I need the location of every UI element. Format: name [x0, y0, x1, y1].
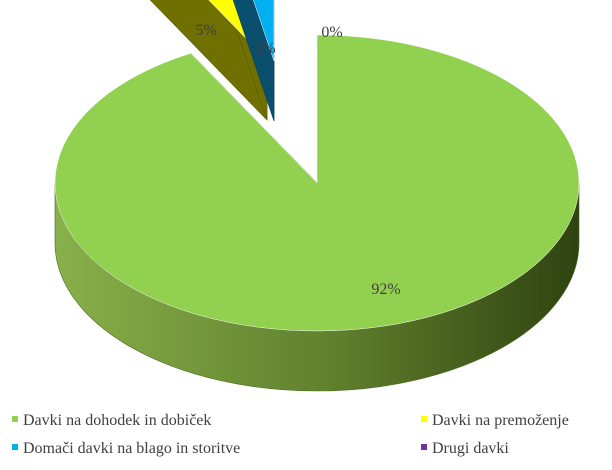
data-label-3: 0% — [321, 24, 342, 41]
legend-label-1: Davki na premoženje — [432, 412, 569, 429]
legend-swatch-2 — [12, 444, 18, 450]
pie-slice-2 — [232, 0, 275, 122]
data-label-1: 5% — [195, 22, 216, 39]
data-label-0: 92% — [371, 281, 400, 298]
legend-swatch-3 — [421, 444, 427, 450]
legend-item-1: Davki na premoženje — [421, 412, 569, 430]
pie-slice-0 — [54, 34, 580, 392]
legend-label-0: Davki na dohodek in dobiček — [23, 412, 212, 429]
pie-slices — [54, 0, 580, 392]
legend-item-3: Drugi davki — [421, 440, 509, 458]
pie-slice-top-2 — [253, 0, 275, 62]
legend-swatch-0 — [12, 416, 18, 422]
legend-label-2: Domači davki na blago in storitve — [23, 440, 241, 457]
legend-label-3: Drugi davki — [432, 440, 509, 457]
legend-item-2: Domači davki na blago in storitve — [12, 440, 240, 458]
legend-item-0: Davki na dohodek in dobiček — [12, 412, 211, 430]
legend: Davki na dohodek in dobiček Davki na pre… — [0, 412, 612, 470]
legend-swatch-1 — [421, 416, 427, 422]
data-label-2: 3% — [254, 40, 275, 57]
data-labels: 92% 5% 3% 0% — [195, 22, 400, 298]
pie-slice-top-0 — [54, 34, 580, 332]
